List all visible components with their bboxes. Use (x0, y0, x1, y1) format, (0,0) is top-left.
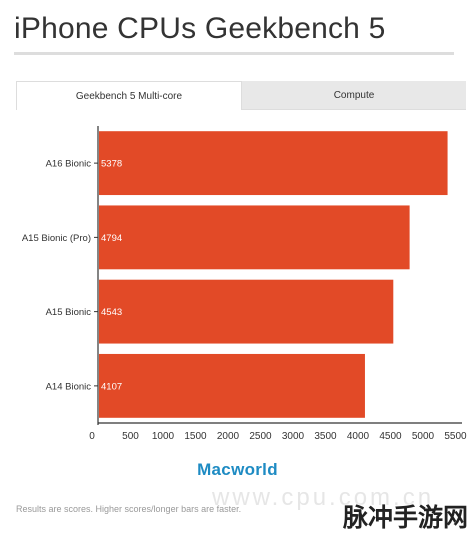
bar (99, 353, 365, 418)
x-tick-label: 1000 (152, 431, 175, 442)
x-tick-label: 4000 (347, 431, 370, 442)
data-label: 4543 (101, 307, 122, 318)
data-label: 4794 (101, 233, 122, 244)
watermark: www.cpu.com.cn (212, 484, 435, 511)
x-tick-label: 3500 (314, 431, 337, 442)
title-divider (14, 52, 454, 55)
x-tick-label: 4500 (379, 431, 402, 442)
data-label: 4107 (101, 381, 122, 392)
x-tick-label: 0 (89, 431, 95, 442)
x-tick-label: 1500 (184, 431, 207, 442)
site-logo: 脉冲手游网 (343, 504, 469, 532)
tab-compute[interactable]: Compute (242, 81, 466, 110)
category-label: A14 Bionic (46, 381, 92, 392)
x-tick-label: 5000 (412, 431, 435, 442)
tab-multi-core[interactable]: Geekbench 5 Multi-core (16, 81, 242, 110)
chart-footnote: Results are scores. Higher scores/longer… (16, 504, 242, 514)
category-label: A15 Bionic (46, 307, 92, 318)
x-tick-label: 2500 (249, 431, 272, 442)
chart-tabs: Geekbench 5 Multi-core Compute (16, 81, 466, 110)
bar (99, 279, 394, 344)
x-tick-label: 3000 (282, 431, 305, 442)
bar (99, 131, 448, 196)
macworld-logo: Macworld (197, 460, 278, 479)
category-label: A16 Bionic (46, 159, 92, 170)
data-label: 5378 (101, 159, 122, 170)
page-title: iPhone CPUs Geekbench 5 (14, 12, 386, 45)
x-tick-label: 5500 (444, 431, 467, 442)
bar (99, 205, 410, 270)
category-label: A15 Bionic (Pro) (22, 233, 91, 244)
x-tick-label: 2000 (217, 431, 240, 442)
x-tick-label: 500 (122, 431, 139, 442)
